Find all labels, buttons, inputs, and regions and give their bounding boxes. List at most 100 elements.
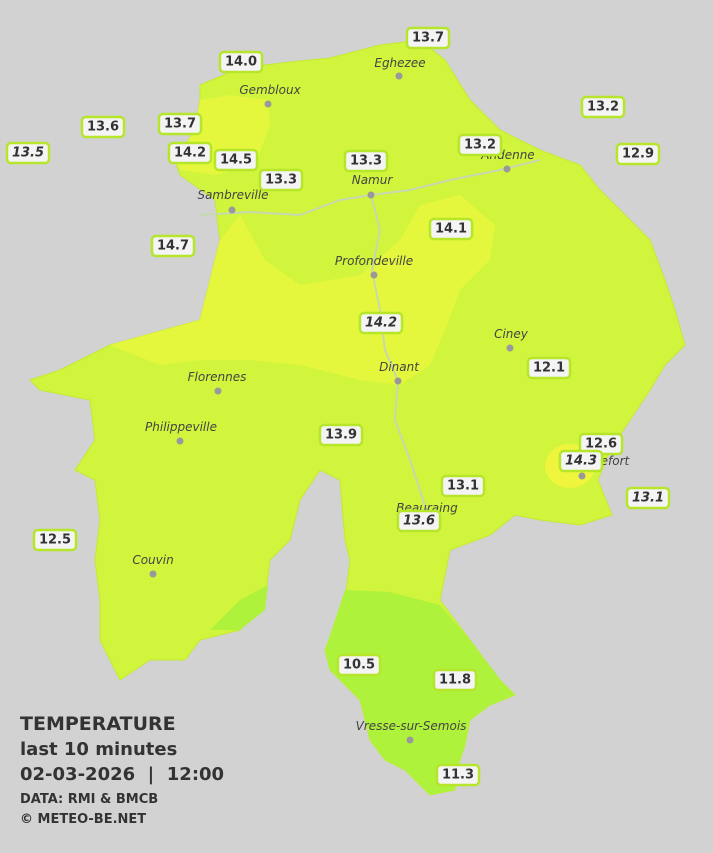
- station-box: [218, 50, 264, 74]
- place-label: Philippeville: [145, 420, 217, 434]
- place-label: Couvin: [132, 553, 173, 567]
- station-value: 13.5: [12, 146, 44, 161]
- station-value: 13.2: [587, 100, 619, 115]
- station-box: [32, 528, 78, 552]
- legend-credit: © METEO-BE.NET: [20, 812, 146, 827]
- legend-datetime: 02-03-2026 | 12:00: [20, 764, 224, 785]
- place-dot: [149, 570, 157, 578]
- station: 13.6: [80, 115, 126, 139]
- station: 13.2: [457, 133, 503, 157]
- place-dot: [503, 165, 511, 173]
- station-value: 13.9: [325, 428, 357, 443]
- station-box: [318, 423, 364, 447]
- place-dot: [264, 100, 272, 108]
- place-dot: [370, 271, 378, 279]
- station-value: 13.7: [412, 31, 444, 46]
- station-box: [580, 95, 626, 119]
- station-box: [343, 149, 389, 173]
- station: 12.5: [32, 528, 78, 552]
- station-box: [526, 356, 572, 380]
- station-box: [258, 168, 304, 192]
- station: 13.6: [396, 509, 442, 533]
- station-box: [358, 311, 404, 335]
- legend-source: DATA: RMI & BMCB: [20, 792, 158, 807]
- warm-zone: [110, 195, 495, 385]
- place-dot: [578, 472, 586, 480]
- station-value: 11.8: [439, 673, 471, 688]
- station-box: [5, 141, 51, 165]
- station: 13.1: [625, 486, 671, 510]
- station: 11.3: [435, 763, 481, 787]
- place-label: Namur: [352, 173, 394, 187]
- station: 13.3: [343, 149, 389, 173]
- place-label: Ciney: [494, 327, 529, 341]
- cool-zone: [325, 590, 515, 795]
- place-label: Profondeville: [335, 254, 413, 268]
- place-label: Eghezee: [374, 56, 425, 70]
- station: 12.6: [578, 432, 624, 456]
- place-dot: [214, 387, 222, 395]
- station: 13.7: [405, 26, 451, 50]
- station-value: 13.2: [464, 138, 496, 153]
- station-value: 12.1: [533, 361, 565, 376]
- cool-zone-west: [210, 585, 268, 630]
- station-value: 14.5: [220, 153, 252, 168]
- station-box: [558, 449, 604, 473]
- place-label: Florennes: [188, 370, 247, 384]
- station: 13.3: [258, 168, 304, 192]
- place-dot: [506, 344, 514, 352]
- station-box: [625, 486, 671, 510]
- station-value: 11.3: [442, 768, 474, 783]
- station-box: [428, 217, 474, 241]
- station-value: 14.2: [365, 316, 397, 331]
- station-box: [167, 141, 213, 165]
- station: 11.8: [432, 668, 478, 692]
- station-box: [405, 26, 451, 50]
- station-value: 12.5: [39, 533, 71, 548]
- station: 13.7: [157, 112, 203, 136]
- station-value: 13.1: [447, 479, 479, 494]
- station-value: 13.6: [87, 120, 119, 135]
- place-dot: [176, 437, 184, 445]
- station-value: 12.9: [622, 147, 654, 162]
- stations: 13.7 14.0 13.2 13.6 13.7 13.5 14.2 14.5 13.3 13.2…: [5, 26, 671, 787]
- station-value: 14.1: [435, 222, 467, 237]
- station: 13.1: [440, 474, 486, 498]
- station-box: [432, 668, 478, 692]
- station: 10.5: [336, 653, 382, 677]
- legend-subtitle: last 10 minutes: [20, 739, 177, 760]
- station-value: 14.7: [157, 239, 189, 254]
- station: 13.9: [318, 423, 364, 447]
- station: 14.2: [167, 141, 213, 165]
- station-value: 13.6: [403, 514, 435, 529]
- station-box: [457, 133, 503, 157]
- station-value: 12.6: [585, 437, 617, 452]
- station-box: [396, 509, 442, 533]
- place-dot: [228, 206, 236, 214]
- place-dot: [406, 736, 414, 744]
- station: 14.1: [428, 217, 474, 241]
- station-value: 14.3: [565, 454, 597, 469]
- station: 12.9: [615, 142, 661, 166]
- legend-title: TEMPERATURE: [20, 713, 176, 735]
- station: 14.2: [358, 311, 404, 335]
- station-box: [615, 142, 661, 166]
- station-box: [80, 115, 126, 139]
- place-label: Gembloux: [239, 83, 301, 97]
- station-value: 13.3: [265, 173, 297, 188]
- station-value: 14.0: [225, 55, 257, 70]
- place-label: Sambreville: [197, 188, 268, 202]
- station: 14.7: [150, 234, 196, 258]
- station-box: [336, 653, 382, 677]
- station-value: 13.1: [632, 491, 664, 506]
- station-box: [435, 763, 481, 787]
- place-dot: [367, 191, 375, 199]
- station-value: 13.7: [164, 117, 196, 132]
- station: 13.5: [5, 141, 51, 165]
- place-dot: [394, 377, 402, 385]
- station: 14.0: [218, 50, 264, 74]
- place-label: Dinant: [379, 360, 420, 374]
- station: 14.3: [558, 449, 604, 473]
- station-value: 14.2: [174, 146, 206, 161]
